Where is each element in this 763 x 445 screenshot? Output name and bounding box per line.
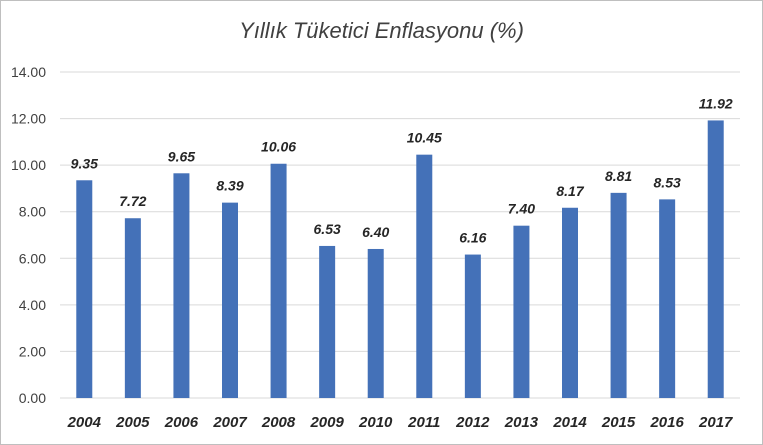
y-tick-label: 14.00 xyxy=(11,64,46,80)
data-label: 10.45 xyxy=(407,130,442,146)
data-label: 10.06 xyxy=(261,139,296,155)
data-label: 6.53 xyxy=(314,221,341,237)
data-label: 8.39 xyxy=(216,178,243,194)
x-tick-label: 2017 xyxy=(698,414,733,431)
x-tick-label: 2013 xyxy=(504,414,539,431)
bar xyxy=(76,180,93,398)
data-label: 6.16 xyxy=(459,230,486,246)
data-label: 7.40 xyxy=(508,201,535,217)
x-tick-label: 2005 xyxy=(115,414,150,431)
bar xyxy=(562,207,578,398)
bar xyxy=(610,192,627,398)
x-tick-label: 2011 xyxy=(407,414,440,431)
bar xyxy=(464,254,481,398)
y-tick-label: 6.00 xyxy=(19,250,46,266)
bar xyxy=(707,120,724,398)
y-tick-label: 4.00 xyxy=(19,297,46,313)
x-tick-label: 2007 xyxy=(212,414,247,431)
x-tick-label: 2008 xyxy=(261,414,296,431)
x-tick-label: 2010 xyxy=(358,414,393,431)
data-label: 7.72 xyxy=(119,193,146,209)
bar xyxy=(222,202,238,398)
bar xyxy=(173,173,190,398)
data-label: 11.92 xyxy=(699,95,733,111)
bar xyxy=(124,218,141,398)
x-tick-label: 2016 xyxy=(649,414,684,431)
x-tick-label: 2012 xyxy=(455,414,490,431)
data-label: 8.81 xyxy=(605,168,632,184)
y-tick-label: 10.00 xyxy=(11,157,46,173)
bar xyxy=(659,199,676,398)
data-label: 8.17 xyxy=(556,183,584,199)
y-tick-label: 8.00 xyxy=(19,204,46,220)
chart-title: Yıllık Tüketici Enflasyonu (%) xyxy=(239,18,524,43)
y-tick-label: 0.00 xyxy=(19,390,46,406)
data-label: 9.65 xyxy=(168,148,195,164)
y-tick-label: 2.00 xyxy=(19,343,46,359)
bar xyxy=(513,225,530,398)
bar xyxy=(416,154,433,398)
bar xyxy=(367,248,384,398)
bar xyxy=(270,163,287,398)
x-tick-label: 2006 xyxy=(164,414,199,431)
data-label: 8.53 xyxy=(654,174,681,190)
x-tick-label: 2004 xyxy=(67,414,102,431)
x-tick-label: 2009 xyxy=(309,414,344,431)
data-label: 9.35 xyxy=(71,155,98,171)
data-label: 6.40 xyxy=(362,224,389,240)
x-tick-label: 2014 xyxy=(552,414,587,431)
x-tick-label: 2015 xyxy=(601,414,636,431)
bar xyxy=(319,245,336,398)
y-tick-label: 12.00 xyxy=(11,111,46,127)
